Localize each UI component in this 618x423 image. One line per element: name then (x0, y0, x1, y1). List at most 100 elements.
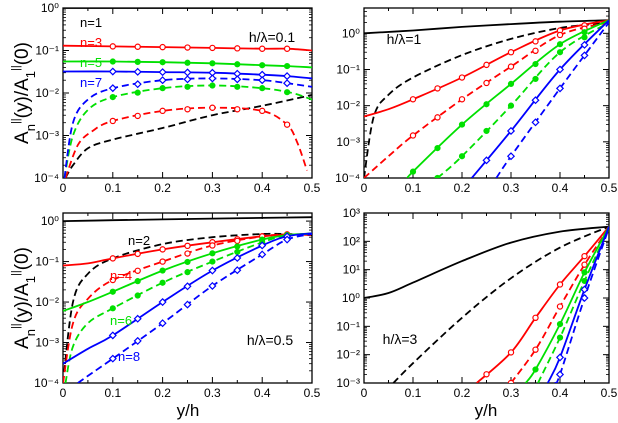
data-point (581, 29, 588, 36)
data-point (159, 267, 166, 274)
panel-tl: 0 0.1 0.2 0.3 0.4 0.5 10⁻⁴ 10⁻³ 10⁻² 10⁻¹ 10⁰ h/λ=0… (34, 1, 321, 195)
data-point (507, 80, 515, 87)
data-point (409, 96, 417, 103)
data-point (259, 85, 266, 92)
data-point (209, 44, 216, 52)
data-point (109, 255, 117, 262)
data-point (134, 43, 141, 50)
x-tick-label: 0.2 (454, 181, 471, 195)
data-point (234, 237, 241, 245)
data-point (159, 258, 166, 265)
data-point (133, 80, 142, 89)
panel-title: h/λ=3 (383, 331, 418, 347)
data-point (556, 334, 564, 341)
data-point (234, 83, 241, 90)
data-point (555, 353, 565, 362)
data-point (531, 96, 540, 105)
data-point (159, 246, 166, 253)
series-group (63, 216, 312, 383)
data-point (234, 106, 241, 113)
series-line-n=2 (392, 225, 609, 383)
data-point (208, 266, 217, 275)
series-line-n=4 (64, 106, 308, 178)
series-line-n=6 (63, 84, 312, 178)
series-line-n=8 (495, 21, 609, 178)
data-point (184, 242, 191, 250)
data-point (159, 59, 166, 66)
data-point (134, 292, 141, 299)
data-point (284, 89, 291, 96)
data-point (209, 250, 216, 257)
x-tick-label: 0.1 (405, 181, 422, 195)
y-tick-label: 10⁰ (342, 26, 360, 40)
data-point (283, 121, 291, 128)
data-point (555, 84, 565, 93)
data-point (159, 43, 166, 51)
data-point (581, 34, 588, 41)
data-point (209, 258, 216, 265)
data-point (283, 72, 292, 81)
data-point (134, 267, 141, 274)
series-line-n=1 (364, 225, 609, 299)
data-point (482, 156, 491, 165)
data-point (458, 96, 466, 103)
data-point (209, 104, 216, 111)
x-tick-label: 0.4 (552, 181, 569, 195)
x-tick-label: 0.3 (204, 181, 221, 195)
data-point (409, 168, 417, 175)
x-tick-label: 0.5 (601, 181, 618, 195)
data-point (134, 58, 141, 65)
data-point (556, 31, 564, 39)
data-point (159, 107, 166, 115)
panel-title: h/λ=0.5 (247, 332, 294, 348)
data-point (108, 67, 117, 76)
data-point (507, 349, 515, 356)
panel-title: h/λ=1 (387, 31, 422, 47)
series-group (364, 19, 609, 178)
data-point (532, 366, 539, 373)
data-point (184, 269, 191, 276)
data-point (580, 293, 589, 303)
series-line-n=8 (63, 77, 312, 178)
data-point (580, 285, 589, 294)
panel-br: 0 0.1 0.2 0.3 0.4 0.5 10⁻³ 10⁻² 10⁻¹ 10⁰ 10¹ 10² 10³… (336, 206, 617, 400)
data-point (283, 45, 291, 52)
data-point (555, 65, 565, 74)
x-tick-label: 0.4 (254, 386, 271, 400)
x-tick-label: 0 (361, 181, 368, 195)
data-point (158, 319, 167, 328)
data-point (108, 331, 117, 340)
data-point (483, 79, 490, 87)
data-point (108, 354, 117, 363)
data-point (134, 89, 141, 96)
x-tick-label: 0.1 (104, 181, 121, 195)
legend-label: n=8 (118, 349, 140, 364)
series-line-n=7 (546, 226, 609, 383)
data-point (556, 41, 564, 48)
data-point (483, 371, 490, 378)
data-point (159, 85, 166, 92)
series-line-n=7 (471, 19, 609, 178)
legend-label: n=5 (80, 55, 102, 70)
data-point (259, 62, 266, 69)
x-tick-label: 0.5 (601, 386, 618, 400)
data-point (581, 252, 588, 260)
y-tick-label: 10⁻² (35, 295, 59, 309)
data-point (259, 107, 266, 115)
y-tick-label: 10⁰ (41, 1, 59, 15)
data-point (434, 145, 441, 152)
data-point (556, 281, 564, 288)
data-point (458, 153, 466, 160)
panel-title: h/λ=0.1 (249, 29, 296, 45)
series-line-n=5 (406, 19, 609, 178)
data-point (109, 288, 116, 295)
data-point (580, 40, 589, 49)
y-tick-label: 10⁻³ (336, 376, 360, 390)
data-point (183, 68, 192, 77)
legend-label: n=7 (80, 75, 102, 90)
series-line-n=8 (554, 227, 609, 383)
data-point (580, 51, 589, 60)
data-point (209, 60, 216, 67)
data-point (108, 84, 117, 93)
